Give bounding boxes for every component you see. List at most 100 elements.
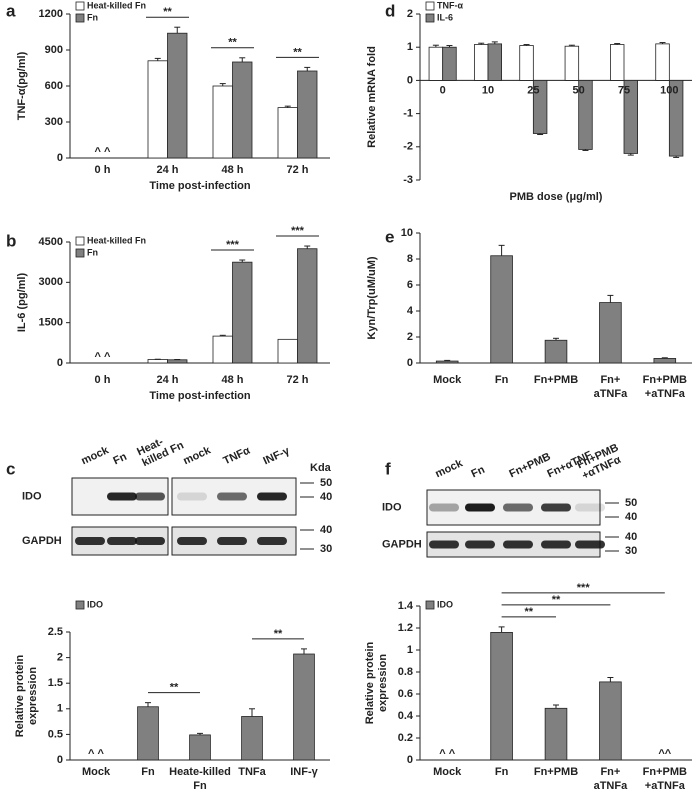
error-bar xyxy=(432,44,439,48)
legend-swatch xyxy=(425,1,435,11)
bar xyxy=(147,359,168,364)
legend-swatch xyxy=(75,248,85,258)
blot-marker-label: 30 xyxy=(320,543,332,555)
blot-band xyxy=(217,537,247,545)
x-tick-label: 0 h xyxy=(95,164,111,176)
blot-band xyxy=(107,537,137,545)
blot-lane-label: Fn xyxy=(111,451,129,468)
error-bar xyxy=(553,337,559,341)
bar xyxy=(655,43,670,81)
error-bar xyxy=(673,156,680,158)
y-tick-label: -3 xyxy=(403,174,413,186)
legend-swatch xyxy=(75,236,85,246)
error-bar xyxy=(491,41,498,44)
blot-unit: Kda xyxy=(310,462,332,474)
panel-label: e xyxy=(385,227,394,246)
y-tick-label: 4500 xyxy=(39,236,63,248)
x-tick-label: +aTNFa xyxy=(645,780,686,792)
legend-swatch xyxy=(425,600,435,610)
blot-band xyxy=(135,492,165,501)
error-bar xyxy=(553,704,559,709)
bar xyxy=(232,261,253,364)
bar xyxy=(487,43,503,81)
y-tick-label: 2 xyxy=(407,331,413,343)
significance-label: *** xyxy=(291,225,305,237)
significance-label: ** xyxy=(274,628,283,640)
blot-lane-label: mock xyxy=(79,444,111,467)
y-tick-label: 4 xyxy=(407,305,414,317)
y-tick-label: 1500 xyxy=(39,317,63,329)
blot-band xyxy=(429,503,459,512)
blot-band xyxy=(503,540,533,549)
error-bar xyxy=(607,294,614,303)
significance-label: ** xyxy=(163,6,172,18)
significance-label: *** xyxy=(577,582,591,594)
y-tick-label: 900 xyxy=(45,44,63,56)
y-axis-title: Relative protein xyxy=(14,654,26,737)
error-bar xyxy=(568,44,575,47)
blot-band xyxy=(177,537,207,545)
y-tick-label: 0 xyxy=(407,357,413,369)
error-bar xyxy=(239,57,246,62)
legend-swatch xyxy=(75,1,85,11)
blot-band xyxy=(217,492,247,501)
legend-label: Fn xyxy=(87,247,98,257)
y-tick-label: 2.5 xyxy=(48,626,63,638)
x-tick-label: aTNFa xyxy=(594,388,629,400)
legend-label: Heat-killed Fn xyxy=(87,235,146,245)
x-tick-label: 24 h xyxy=(156,164,178,176)
bar xyxy=(442,46,457,81)
bar xyxy=(519,45,534,81)
blot-band xyxy=(257,537,287,545)
x-tick-label: 72 h xyxy=(286,164,308,176)
blot-band xyxy=(135,537,165,545)
y-tick-label: 0.5 xyxy=(48,728,63,740)
blot-band xyxy=(257,492,287,501)
blot-row-label: IDO xyxy=(22,490,42,502)
significance-label: ** xyxy=(293,46,302,58)
error-bar xyxy=(607,677,614,682)
error-bar xyxy=(239,259,246,263)
blot-band xyxy=(75,537,105,545)
blot-band xyxy=(575,540,605,549)
bar xyxy=(137,706,159,761)
bar xyxy=(167,359,188,364)
legend-label: IDO xyxy=(87,599,103,609)
blot-marker-label: 40 xyxy=(625,511,637,523)
blot-lane-label: TNFα xyxy=(221,444,252,467)
y-tick-label: 300 xyxy=(45,116,63,128)
blot-lane-label: Fn xyxy=(469,464,487,481)
bar xyxy=(189,734,211,761)
y-tick-label: 8 xyxy=(407,253,413,265)
error-bar xyxy=(284,105,291,108)
bar xyxy=(167,32,188,159)
bar xyxy=(212,335,233,364)
x-tick-label: Fn+ xyxy=(600,766,620,778)
panel-label: d xyxy=(385,1,395,20)
marker: ^^ xyxy=(658,748,671,760)
blot-marker-label: 40 xyxy=(625,531,637,543)
y-axis-title: expression xyxy=(377,654,389,712)
error-bar xyxy=(661,357,668,359)
y-tick-label: 3000 xyxy=(39,276,63,288)
x-tick-label: Fn xyxy=(495,374,509,386)
y-tick-label: -1 xyxy=(403,108,413,120)
error-bar xyxy=(582,149,589,151)
y-tick-label: 10 xyxy=(401,227,413,239)
x-tick-label: 50 xyxy=(573,84,585,96)
marker: ^ ^ xyxy=(95,351,111,363)
y-tick-label: 0 xyxy=(57,152,63,164)
y-tick-label: 1.4 xyxy=(398,600,414,612)
x-tick-label: Fn+ xyxy=(600,374,620,386)
error-bar xyxy=(301,648,307,655)
y-tick-label: 1 xyxy=(407,644,413,656)
bar xyxy=(490,255,513,364)
x-tick-label: Mock xyxy=(433,374,462,386)
x-tick-label: 25 xyxy=(527,84,539,96)
y-tick-label: 6 xyxy=(407,279,413,291)
y-axis-title: expression xyxy=(27,667,39,725)
significance-label: ** xyxy=(552,594,561,606)
significance-label: *** xyxy=(226,239,240,251)
y-axis-title: Kyn/Trp(uM/uM) xyxy=(366,256,378,339)
